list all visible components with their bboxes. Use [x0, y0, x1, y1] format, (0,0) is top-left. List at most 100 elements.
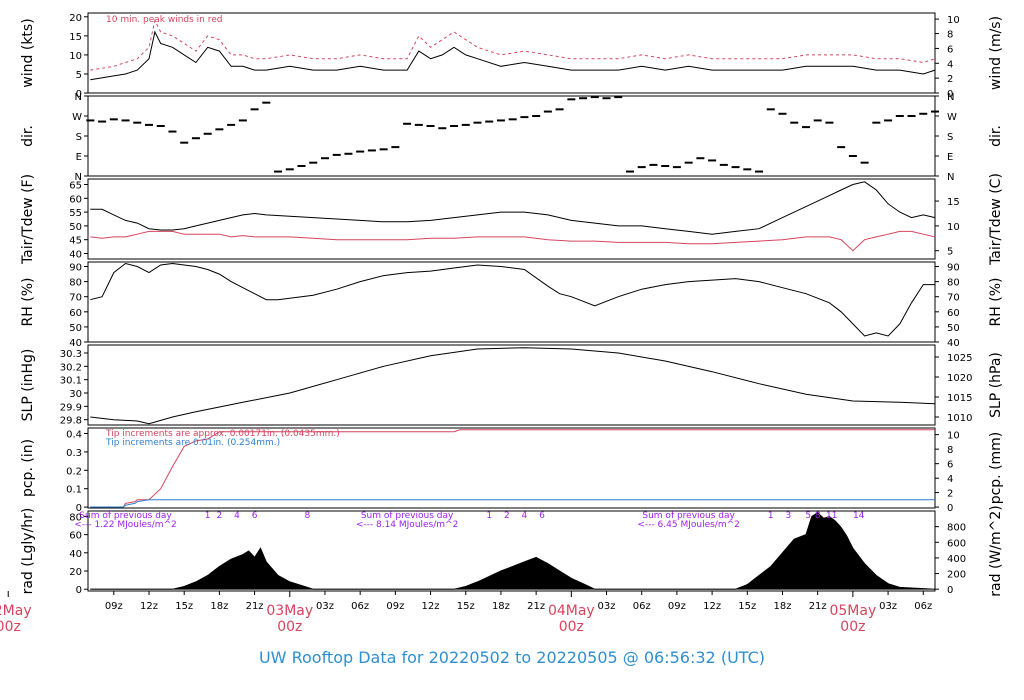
y-tick-label: 40: [69, 249, 82, 260]
y-axis-label-right: SLP (hPa): [988, 352, 1004, 418]
y-axis-label: SLP (inHg): [20, 349, 36, 422]
x-tick-label: 18z: [210, 601, 228, 612]
y-right-tick-label: 0: [947, 585, 953, 596]
y-right-tick-label: 1025: [947, 353, 972, 364]
series-line: [90, 499, 935, 508]
y-tick-label: 15: [69, 32, 82, 43]
x-tick-label: 15z: [175, 601, 193, 612]
hour-tick-mark: 6: [539, 511, 545, 521]
y-right-tick-label: 10: [947, 222, 960, 233]
y-tick-label: 20: [69, 13, 82, 24]
day-label: 02May: [0, 603, 32, 619]
x-tick-label: 09z: [105, 601, 123, 612]
daily-sum-note: <--- 8.14 MJoules/m^2: [356, 520, 458, 530]
x-tick-label: 15z: [457, 601, 475, 612]
x-tick-label: 12z: [422, 601, 440, 612]
series-line: [90, 347, 936, 425]
hour-tick-mark: 8: [305, 511, 311, 521]
x-tick-label: 03z: [879, 601, 897, 612]
x-tick-label: 15z: [738, 601, 756, 612]
y-right-tick-label: 60: [947, 308, 960, 319]
day-label: 03May: [266, 603, 313, 619]
y-tick-label: 0.2: [66, 466, 82, 477]
x-tick-label: 18z: [774, 601, 792, 612]
y-right-tick-label: 0: [947, 89, 953, 100]
y-tick-label: 10: [69, 51, 82, 62]
y-right-tick-label: 70: [947, 293, 960, 304]
peak-wind-note: 10 min. peak winds in red: [106, 15, 223, 25]
y-tick-label: 65: [69, 181, 82, 192]
y-right-tick-label: 1020: [947, 373, 972, 384]
day-label: 05May: [829, 603, 876, 619]
day-z-label: 00z: [0, 619, 21, 635]
y-tick-label: 50: [69, 222, 82, 233]
y-right-tick-label: N: [947, 92, 954, 103]
panel-frame: [87, 510, 936, 592]
y-right-tick-label: 10: [947, 15, 960, 26]
x-tick-label: 18z: [492, 601, 510, 612]
y-tick-label: 50: [69, 323, 82, 334]
x-tick-label: 12z: [703, 601, 721, 612]
series-line: [90, 30, 936, 81]
hour-tick-mark: 6: [252, 511, 258, 521]
y-tick-label: 30: [69, 389, 82, 400]
y-tick-label: 40: [69, 338, 82, 349]
y-right-tick-label: 4: [947, 59, 953, 70]
y-tick-label: 60: [69, 194, 82, 205]
y-tick-label: 30.1: [60, 376, 82, 387]
y-tick-label: 0: [76, 89, 82, 100]
hour-tick-mark: 5: [805, 511, 811, 521]
panel-frame: [87, 344, 936, 426]
y-tick-label: 0.1: [66, 485, 82, 496]
y-right-tick-label: 8: [947, 445, 953, 456]
day-z-label: 00z: [559, 619, 584, 635]
y-axis-label-right: Tair/Tdew (C): [988, 173, 1004, 266]
x-tick-label: 06z: [351, 601, 369, 612]
y-tick-label: E: [76, 152, 82, 163]
series-line: [90, 429, 935, 508]
day-z-label: 00z: [277, 619, 302, 635]
panel-frame: [87, 95, 936, 177]
y-right-tick-label: 1010: [947, 413, 972, 424]
day-z-label: 00z: [840, 619, 865, 635]
y-axis-label-right: dir.: [988, 125, 1004, 147]
y-tick-label: 0: [76, 585, 82, 596]
x-tick-label: 21z: [246, 601, 264, 612]
y-right-tick-label: 2: [947, 489, 953, 500]
hour-tick-mark: 4: [522, 511, 528, 521]
y-tick-label: 0.4: [66, 430, 82, 441]
series-line: [90, 19, 936, 71]
hour-tick-mark: 1: [486, 511, 492, 521]
series-line: [90, 230, 936, 252]
y-tick-label: 80: [69, 278, 82, 289]
hour-tick-mark: 4: [234, 511, 240, 521]
y-axis-label-right: RH (%): [988, 278, 1004, 327]
y-right-tick-label: 5: [947, 247, 953, 258]
radiation-area: [90, 512, 936, 590]
x-tick-label: 09z: [668, 601, 686, 612]
series-line: [90, 181, 936, 235]
y-tick-label: 40: [69, 549, 82, 560]
x-tick-label: 03z: [598, 601, 616, 612]
hour-tick-mark: 2: [217, 511, 223, 521]
y-right-tick-label: 15: [947, 197, 960, 208]
y-right-tick-label: 200: [947, 570, 966, 581]
x-tick-label: 03z: [316, 601, 334, 612]
y-right-tick-label: 400: [947, 554, 966, 565]
y-tick-label: 20: [69, 567, 82, 578]
y-tick-label: 60: [69, 531, 82, 542]
y-tick-label: N: [75, 92, 82, 103]
y-tick-label: N: [75, 172, 82, 183]
y-right-tick-label: 0: [947, 503, 953, 514]
tip-increment-note: Tip increments are approx. 0.00171in. (0…: [105, 429, 340, 439]
daily-sum-note: Sum of previous day: [642, 511, 735, 521]
y-right-tick-label: S: [947, 132, 953, 143]
y-right-tick-label: 50: [947, 323, 960, 334]
hour-tick-mark: 11: [826, 511, 837, 521]
y-axis-label: pcp. (in): [20, 439, 36, 497]
day-label: 04May: [548, 603, 595, 619]
y-right-tick-label: E: [947, 152, 953, 163]
y-axis-label-right: pcp. (mm): [988, 432, 1004, 505]
y-tick-label: 30.3: [60, 349, 82, 360]
hour-tick-mark: 14: [853, 511, 865, 521]
